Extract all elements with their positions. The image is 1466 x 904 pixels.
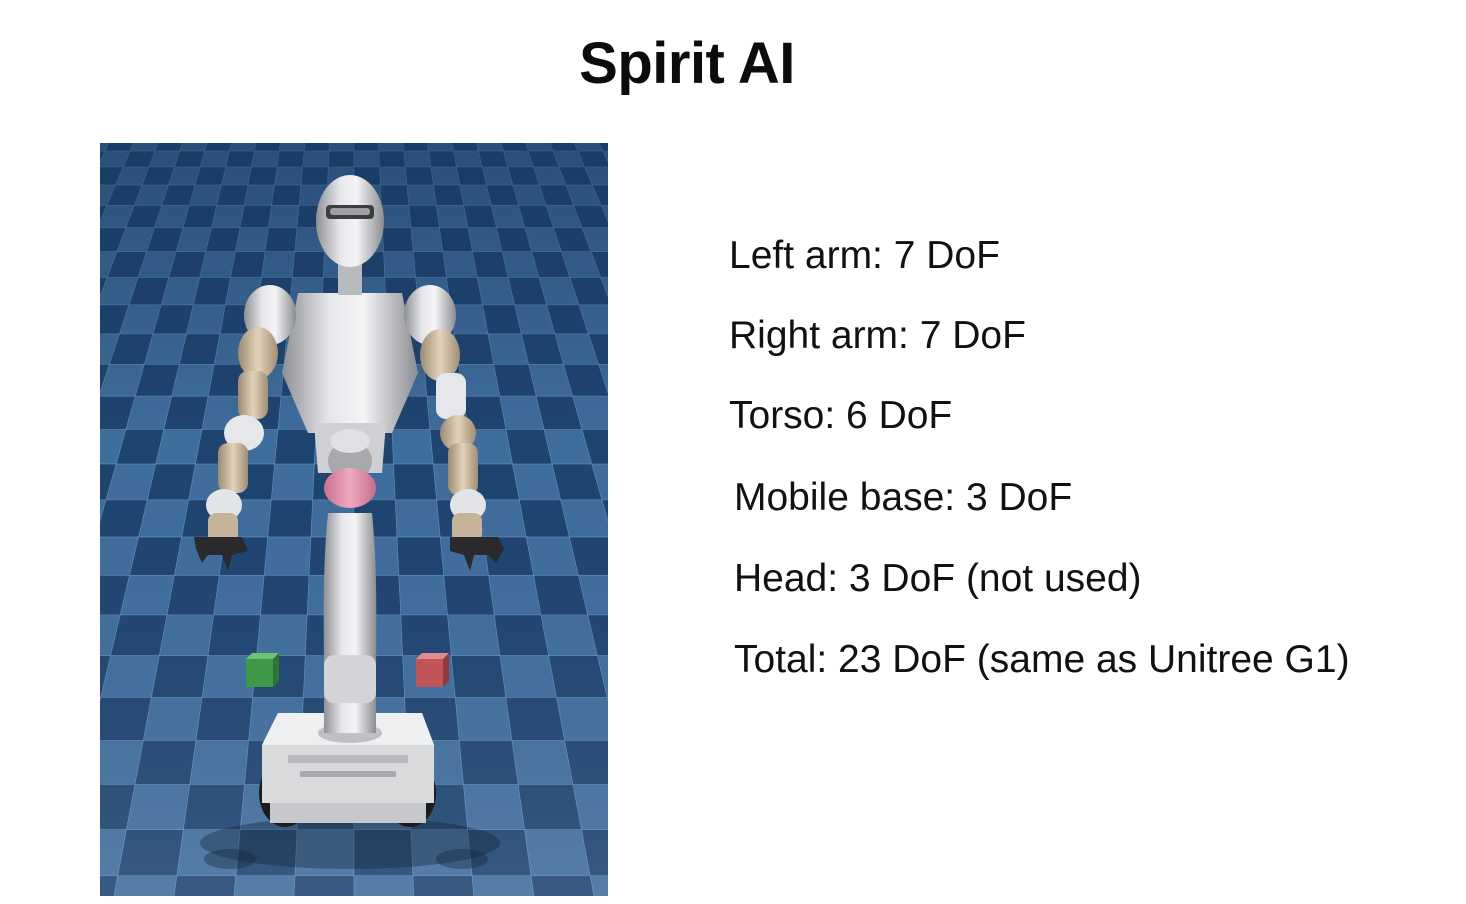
- robot-render: [100, 143, 608, 896]
- robot-left-arm: [194, 285, 296, 571]
- robot-torso: [282, 293, 418, 508]
- spec-left-arm: Left arm: 7 DoF: [729, 234, 1000, 277]
- slide-title: Spirit AI: [579, 31, 795, 96]
- spec-right-arm: Right arm: 7 DoF: [729, 314, 1026, 357]
- red-cube: [416, 653, 449, 687]
- spec-head: Head: 3 DoF (not used): [734, 557, 1142, 600]
- spec-total: Total: 23 DoF (same as Unitree G1): [734, 638, 1350, 681]
- spec-mobile-base: Mobile base: 3 DoF: [734, 476, 1073, 519]
- spec-torso: Torso: 6 DoF: [729, 394, 953, 437]
- robot-head: [316, 175, 384, 295]
- robot-simulation-view: [100, 143, 608, 896]
- green-cube: [246, 653, 279, 687]
- robot-right-arm: [404, 285, 504, 571]
- robot-column: [323, 513, 377, 733]
- mobile-base: [259, 713, 436, 827]
